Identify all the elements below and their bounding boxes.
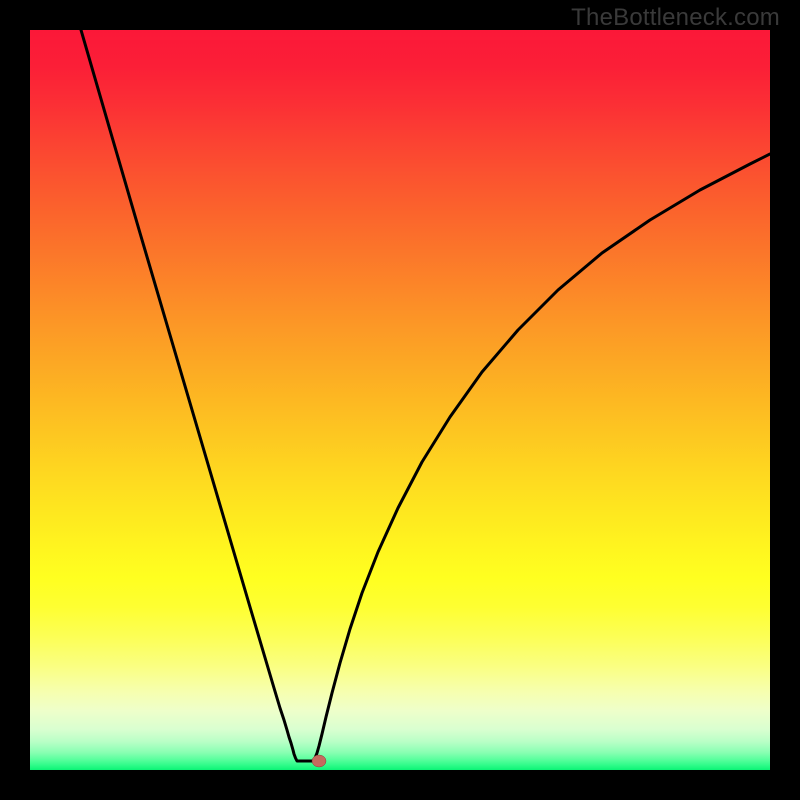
optimal-point-marker — [312, 755, 326, 767]
watermark-text: TheBottleneck.com — [571, 4, 780, 32]
chart-background-gradient — [30, 30, 770, 770]
chart-frame: TheBottleneck.com — [0, 0, 800, 800]
bottleneck-chart — [30, 30, 770, 770]
